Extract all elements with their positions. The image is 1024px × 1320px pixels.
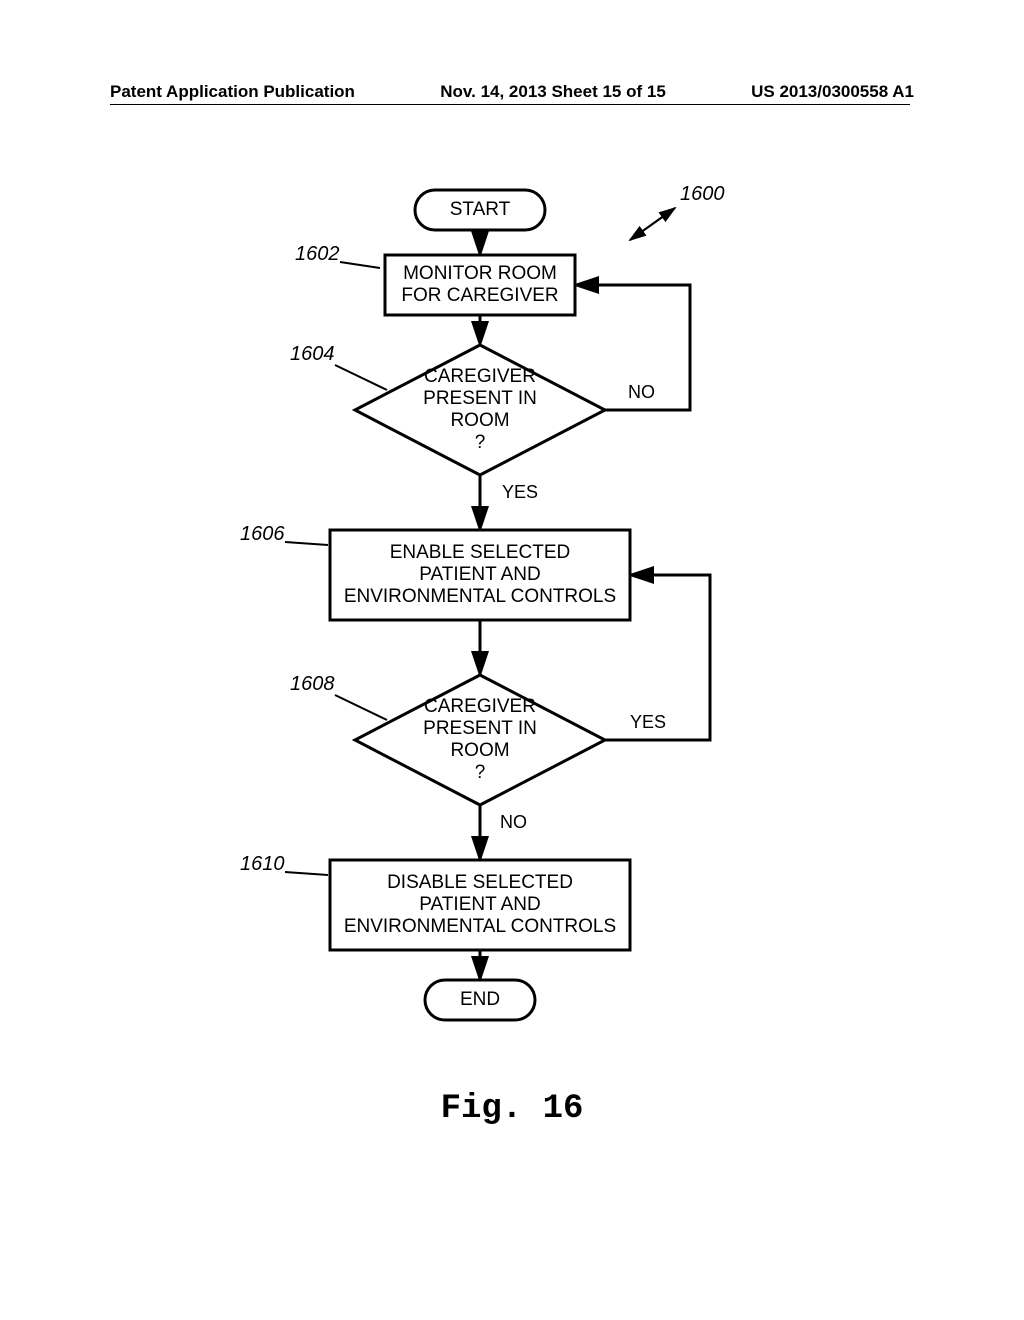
svg-text:PRESENT IN: PRESENT IN — [423, 718, 537, 739]
svg-text:PATIENT AND: PATIENT AND — [419, 894, 540, 915]
header-left: Patent Application Publication — [110, 82, 355, 102]
node-start: START — [415, 190, 545, 230]
node-end: END — [425, 980, 535, 1020]
node-n1602: MONITOR ROOMFOR CAREGIVER — [385, 255, 575, 315]
header-rule — [110, 104, 910, 105]
svg-text:1600: 1600 — [680, 183, 725, 205]
node-n1606: ENABLE SELECTEDPATIENT ANDENVIRONMENTAL … — [330, 530, 630, 620]
flowchart: YES NO NO YES START MONITOR ROOMFOR CAREGIVER… — [180, 180, 880, 1050]
svg-text:1608: 1608 — [290, 673, 335, 695]
svg-text:YES: YES — [630, 712, 666, 732]
svg-text:1610: 1610 — [240, 853, 285, 875]
svg-text:NO: NO — [500, 812, 527, 832]
header-right: US 2013/0300558 A1 — [751, 82, 914, 102]
svg-text:CAREGIVER: CAREGIVER — [424, 696, 536, 717]
svg-text:1602: 1602 — [295, 243, 340, 265]
svg-text:PATIENT AND: PATIENT AND — [419, 564, 540, 585]
svg-text:1604: 1604 — [290, 343, 335, 365]
svg-text:NO: NO — [628, 382, 655, 402]
patent-figure-page: Patent Application Publication Nov. 14, … — [0, 0, 1024, 1320]
node-n1608: CAREGIVERPRESENT INROOM? — [355, 675, 605, 805]
svg-text:ROOM: ROOM — [450, 740, 509, 761]
svg-text:MONITOR ROOM: MONITOR ROOM — [403, 263, 557, 284]
figure-caption: Fig. 16 — [0, 1090, 1024, 1128]
page-header: Patent Application Publication Nov. 14, … — [0, 82, 1024, 102]
svg-text:YES: YES — [502, 482, 538, 502]
node-n1604: CAREGIVERPRESENT INROOM? — [355, 345, 605, 475]
svg-text:START: START — [450, 199, 511, 220]
svg-text:?: ? — [475, 432, 486, 453]
svg-text:ROOM: ROOM — [450, 410, 509, 431]
svg-text:CAREGIVER: CAREGIVER — [424, 366, 536, 387]
svg-text:ENVIRONMENTAL CONTROLS: ENVIRONMENTAL CONTROLS — [344, 586, 616, 607]
svg-text:ENVIRONMENTAL CONTROLS: ENVIRONMENTAL CONTROLS — [344, 916, 616, 937]
svg-text:1606: 1606 — [240, 523, 285, 545]
svg-text:PRESENT IN: PRESENT IN — [423, 388, 537, 409]
svg-text:DISABLE SELECTED: DISABLE SELECTED — [387, 872, 573, 893]
svg-text:END: END — [460, 989, 500, 1010]
header-center: Nov. 14, 2013 Sheet 15 of 15 — [440, 82, 666, 102]
svg-text:ENABLE SELECTED: ENABLE SELECTED — [390, 542, 571, 563]
node-n1610: DISABLE SELECTEDPATIENT ANDENVIRONMENTAL… — [330, 860, 630, 950]
svg-text:FOR CAREGIVER: FOR CAREGIVER — [401, 285, 558, 306]
svg-text:?: ? — [475, 762, 486, 783]
